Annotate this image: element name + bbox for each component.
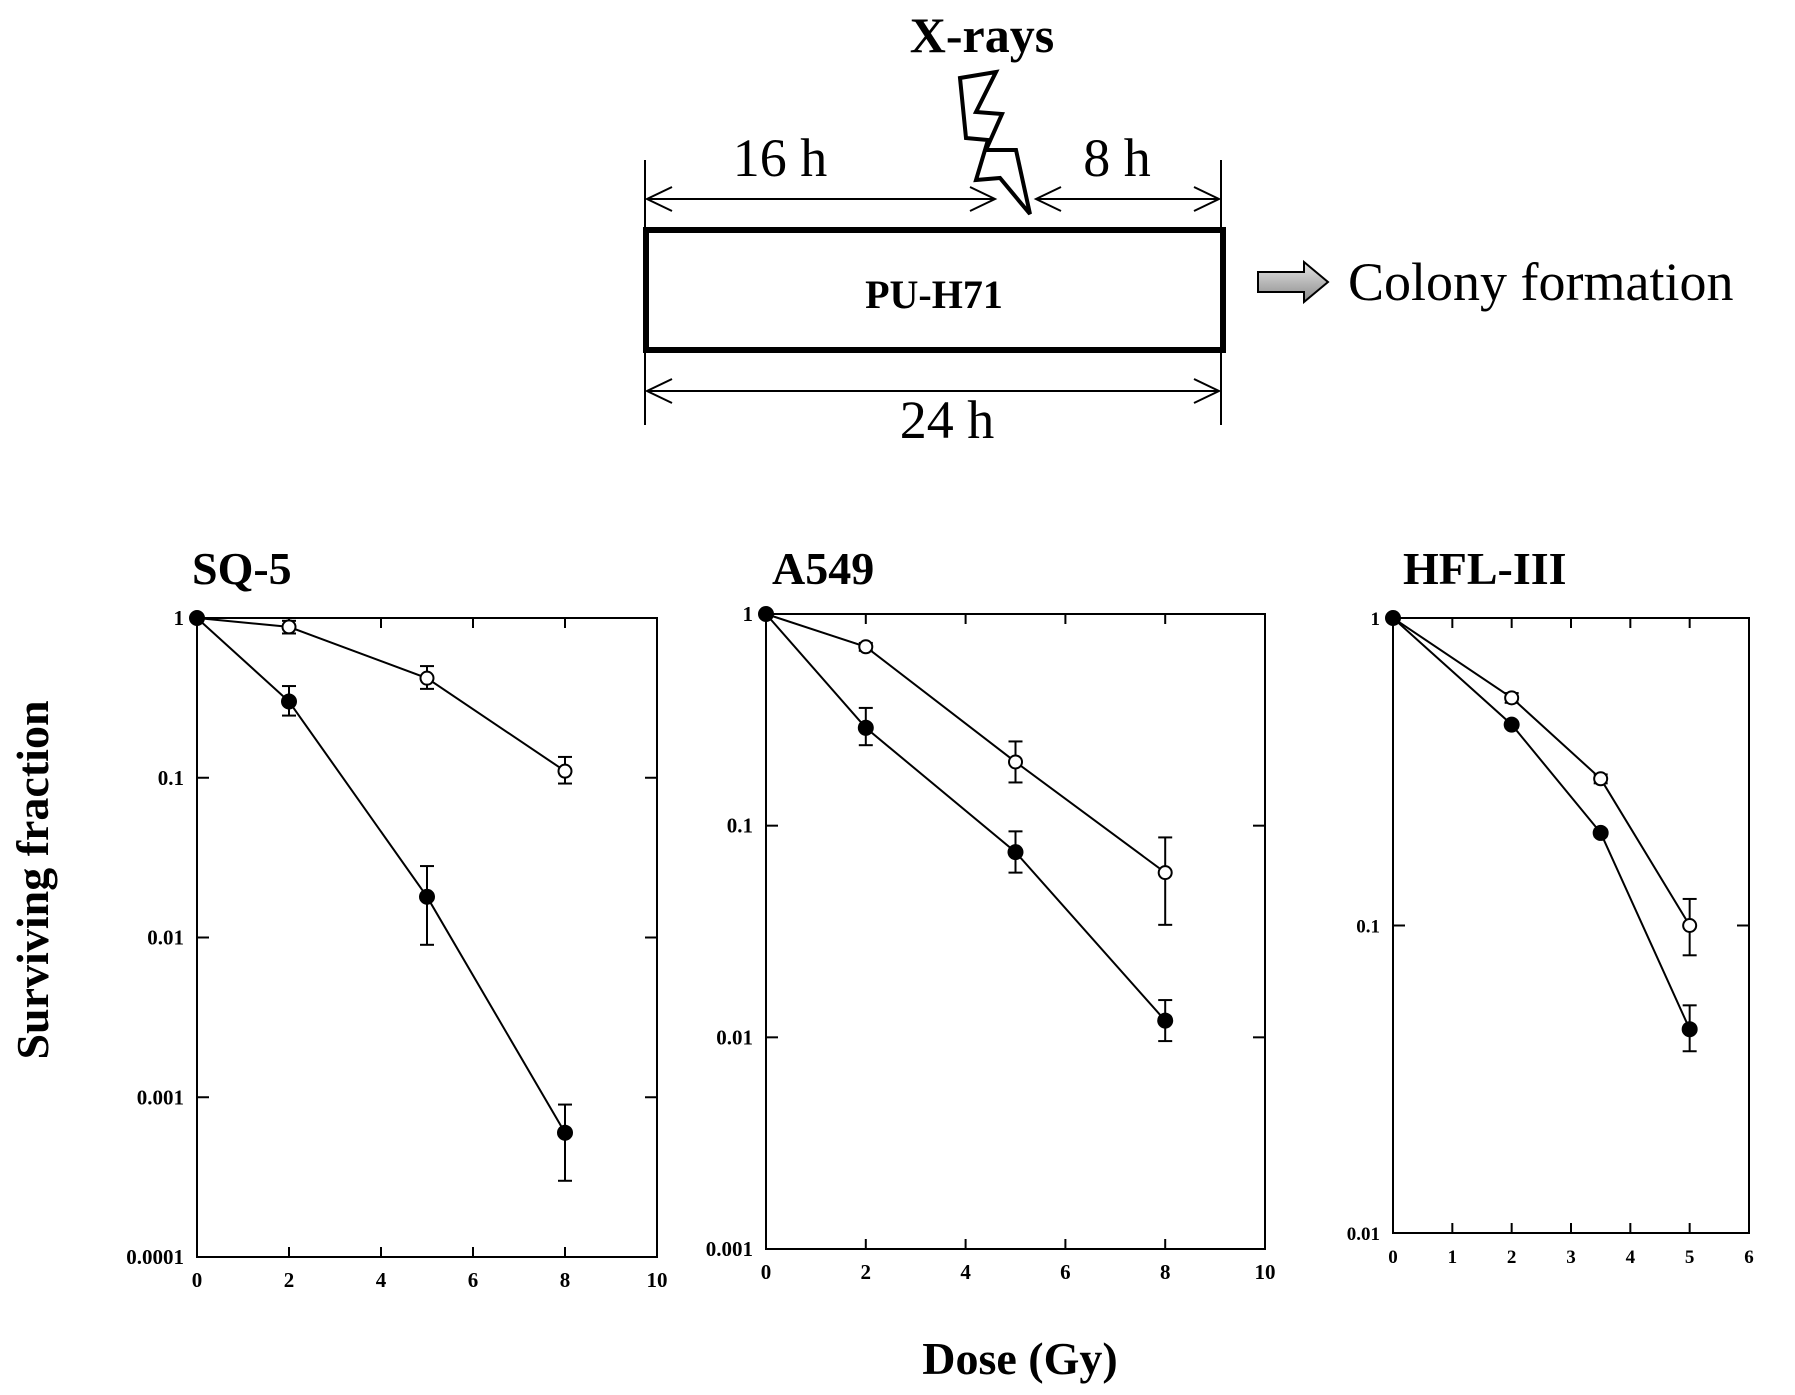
filled-series-line [1392, 617, 1691, 1030]
y-tick-label: 0.1 [158, 766, 184, 790]
y-tick-label: 0.01 [716, 1025, 753, 1049]
filled-series-point [857, 719, 874, 736]
right-arrow-icon [1257, 259, 1330, 305]
y-axis-title: Surviving fraction [7, 700, 58, 1059]
x-tick-label: 4 [1626, 1247, 1636, 1268]
lightning-bolt-icon [957, 69, 1032, 216]
panel-title: A549 [772, 543, 874, 594]
y-tick-label: 1 [1371, 609, 1381, 630]
x-tick-label: 10 [1255, 1260, 1276, 1284]
x-tick-label: 8 [560, 1268, 571, 1292]
panel-a549: A549 0 2 4 6 8 10 1 0.1 0.01 0.001 [706, 543, 1276, 1284]
post-incubation-arrow [1033, 186, 1222, 212]
filled-series-line [765, 613, 1166, 1022]
x-tick-label: 0 [192, 1268, 203, 1292]
filled-series-point [1007, 844, 1024, 861]
x-tick-label: 2 [284, 1268, 295, 1292]
drug-label: PU-H71 [865, 272, 1003, 317]
open-series-point [1593, 771, 1609, 787]
x-tick-label: 8 [1160, 1260, 1171, 1284]
y-tick-label: 0.0001 [126, 1245, 184, 1269]
drug-treatment-box [643, 227, 1226, 353]
open-series-line [196, 617, 566, 772]
post-incubation-label: 8 h [1083, 128, 1151, 188]
y-tick-label: 0.1 [727, 814, 753, 838]
open-series-point [1157, 865, 1173, 881]
panel-hfl3: HFL-III 0 1 2 3 4 5 6 1 0.1 0.01 [1347, 543, 1754, 1268]
x-tick-label: 5 [1685, 1247, 1695, 1268]
filled-series-point [557, 1124, 573, 1141]
filled-series-point [1503, 716, 1520, 733]
open-series-line [1392, 617, 1691, 927]
filled-series-point [1385, 610, 1401, 626]
x-tick-label: 6 [468, 1268, 479, 1292]
x-tick-label: 0 [1388, 1247, 1398, 1268]
filled-series-point [189, 610, 205, 626]
x-tick-label: 6 [1060, 1260, 1071, 1284]
panel-title: SQ-5 [192, 543, 292, 594]
x-tick-label: 4 [960, 1260, 971, 1284]
filled-series-point [1592, 824, 1609, 841]
open-series-point [281, 619, 297, 635]
plot-frame [765, 613, 1266, 1250]
filled-series-point [281, 693, 297, 710]
treatment-schematic: X-rays 16 h 8 h PU-H71 24 h Colony forma… [643, 7, 1733, 450]
x-tick-label: 3 [1566, 1247, 1576, 1268]
open-series-point [1504, 690, 1520, 706]
x-axis-title: Dose (Gy) [922, 1333, 1117, 1384]
pre-incubation-arrow [644, 186, 998, 212]
filled-series-point [1681, 1021, 1698, 1038]
filled-series-point [758, 606, 774, 622]
open-series-point [419, 670, 435, 686]
x-tick-label: 1 [1448, 1247, 1458, 1268]
open-series-point [858, 639, 874, 655]
x-tick-label: 2 [1507, 1247, 1517, 1268]
y-tick-label: 0.01 [147, 926, 184, 950]
y-tick-label: 0.001 [137, 1085, 184, 1109]
open-series-line [765, 613, 1166, 874]
x-tick-label: 0 [761, 1260, 772, 1284]
x-tick-label: 6 [1744, 1247, 1754, 1268]
panel-title: HFL-III [1403, 543, 1567, 594]
filled-series-point [1157, 1012, 1174, 1029]
total-duration-arrow [644, 378, 1222, 404]
x-tick-label: 4 [376, 1268, 387, 1292]
y-tick-label: 0.1 [1356, 917, 1380, 938]
outcome-label: Colony formation [1348, 252, 1733, 312]
y-tick-label: 0.001 [706, 1237, 753, 1261]
y-tick-label: 0.01 [1347, 1224, 1380, 1245]
x-tick-label: 10 [647, 1268, 668, 1292]
open-series-point [1682, 918, 1698, 933]
filled-series-point [419, 888, 435, 905]
panel-sq5: SQ-5 0 2 4 6 8 10 1 0.1 0.01 0.001 0.0001 [126, 543, 667, 1292]
y-tick-label: 1 [743, 602, 754, 626]
y-tick-label: 1 [174, 606, 185, 630]
xrays-label: X-rays [910, 7, 1054, 63]
total-duration-label: 24 h [900, 390, 995, 450]
open-series-point [1008, 754, 1023, 770]
pre-incubation-label: 16 h [733, 128, 828, 188]
filled-series-line [196, 617, 566, 1134]
x-tick-label: 2 [861, 1260, 872, 1284]
open-series-point [557, 763, 573, 779]
